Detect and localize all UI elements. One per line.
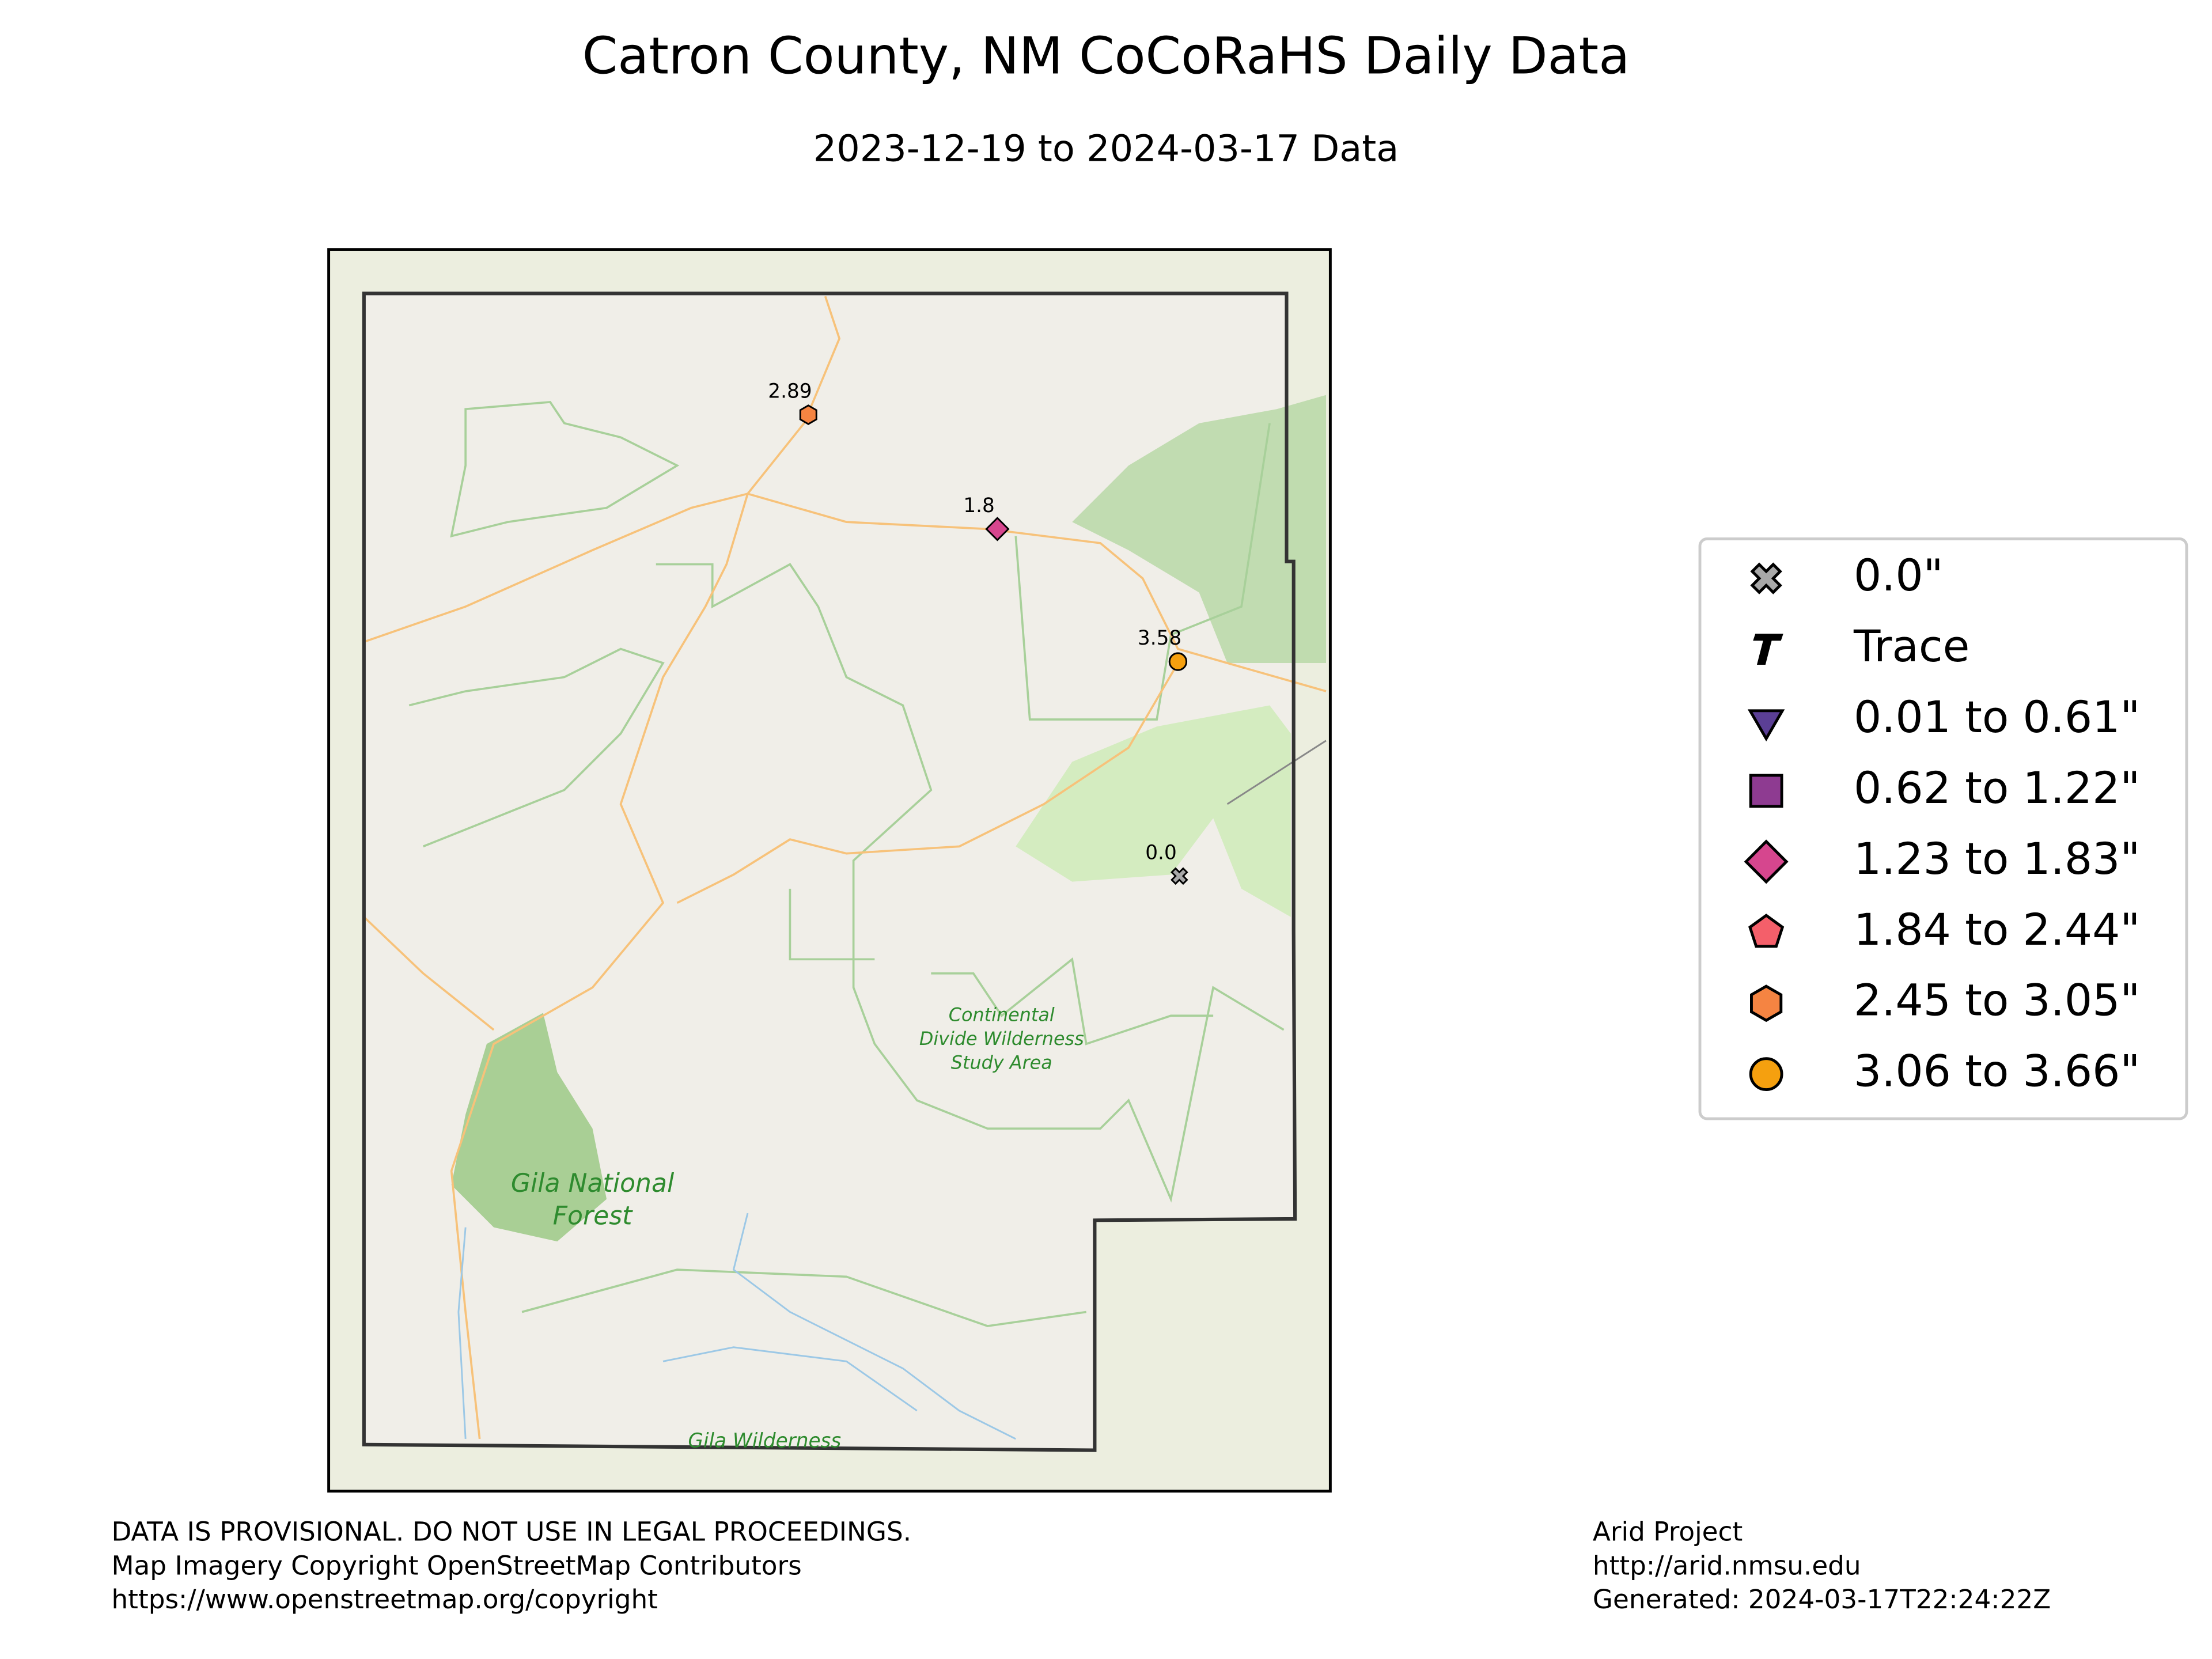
legend-label: 1.23 to 1.83" (1854, 834, 2140, 884)
map-frame (327, 248, 1332, 1493)
legend-marker (1750, 984, 1783, 1022)
forest-area (451, 1013, 607, 1242)
legend-box (1698, 537, 2188, 1120)
footer-text: DATA IS PROVISIONAL. DO NOT USE IN LEGAL… (111, 1517, 911, 1547)
station-label: 2.89 (768, 380, 812, 403)
place-label: Continental (949, 1003, 1055, 1025)
legend-label: 0.01 to 0.61" (1854, 692, 2140, 743)
footer-text: http://arid.nmsu.edu (1593, 1550, 1861, 1581)
legend-marker (1747, 709, 1785, 742)
footer-text: https://www.openstreetmap.org/copyright (111, 1584, 657, 1615)
legend-marker (1744, 839, 1789, 884)
footer-text: Map Imagery Copyright OpenStreetMap Cont… (111, 1550, 801, 1581)
forest-area (1072, 395, 1327, 664)
legend-marker (1750, 562, 1782, 594)
station-label: 0.0 (1145, 841, 1176, 864)
legend-label: 2.45 to 3.05" (1854, 975, 2140, 1026)
boundaries (408, 401, 1285, 1327)
rivers (457, 740, 1327, 1440)
legend-label: 3.06 to 3.66" (1854, 1046, 2140, 1097)
grassland-area (1016, 705, 1291, 917)
subtitle: 2023-12-19 to 2024-03-17 Data (813, 128, 1399, 171)
place-label: Gila National (511, 1169, 675, 1198)
station-marker (799, 404, 817, 425)
footer-text: Generated: 2024-03-17T22:24:22Z (1593, 1584, 2051, 1615)
legend-marker (1748, 914, 1785, 948)
legend-label: 0.62 to 1.22" (1854, 763, 2140, 813)
station-marker (1168, 652, 1188, 671)
legend-marker (1753, 634, 1783, 665)
county-outline (362, 291, 1297, 1452)
place-label: Gila Wilderness (688, 1429, 841, 1452)
title: Catron County, NM CoCoRaHS Daily Data (582, 26, 1630, 85)
legend-marker (1749, 774, 1783, 808)
station-marker (1171, 867, 1188, 885)
legend-label: Trace (1853, 621, 1969, 672)
station-marker (985, 517, 1010, 541)
map (327, 248, 1332, 1493)
roads (363, 296, 1327, 1440)
station-label: 3.58 (1138, 627, 1181, 650)
footer-text: Arid Project (1593, 1517, 1743, 1547)
station-label: 1.8 (963, 494, 995, 517)
legend-marker (1749, 1057, 1783, 1092)
place-label: Forest (553, 1201, 634, 1230)
place-label: Study Area (951, 1052, 1052, 1074)
legend-label: 1.84 to 2.44" (1854, 904, 2140, 955)
legend-label: 0.0" (1854, 550, 1944, 601)
place-label: Divide Wilderness (919, 1028, 1084, 1050)
